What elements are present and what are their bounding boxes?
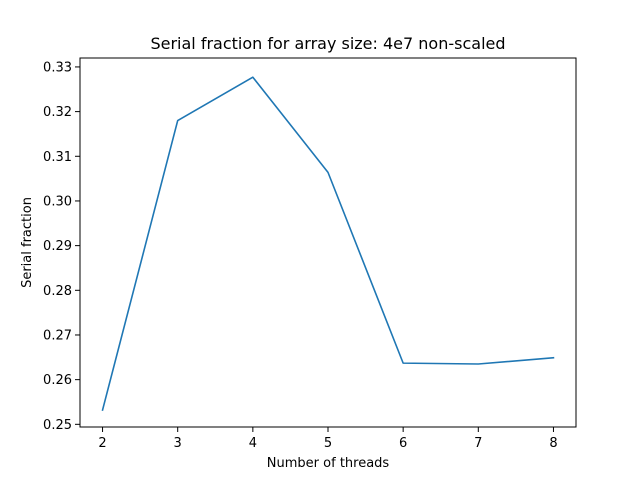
y-tick-label: 0.29 bbox=[43, 239, 72, 254]
plot-area: 2 3 4 5 6 7 8 0.25 0.26 0.27 0.28 0.29 0.30 0.31 0.32… bbox=[43, 57, 577, 451]
axes-frame bbox=[79, 57, 577, 428]
x-axis-label: Number of threads bbox=[267, 456, 390, 471]
x-tick-label: 7 bbox=[474, 436, 482, 451]
y-tick-label: 0.27 bbox=[43, 328, 72, 343]
y-tick-label: 0.33 bbox=[43, 60, 72, 75]
x-tick-label: 6 bbox=[399, 436, 407, 451]
x-tick-label: 5 bbox=[324, 436, 332, 451]
x-tick-label: 4 bbox=[249, 436, 257, 451]
y-tick-label: 0.31 bbox=[43, 150, 72, 165]
y-axis: 0.25 0.26 0.27 0.28 0.29 0.30 0.31 0.32 0.33 bbox=[43, 60, 80, 433]
chart-title: Serial fraction for array size: 4e7 non-… bbox=[150, 34, 505, 53]
y-tick-label: 0.30 bbox=[43, 194, 72, 209]
y-tick-label: 0.25 bbox=[43, 418, 72, 433]
y-tick-label: 0.32 bbox=[43, 105, 72, 120]
y-axis-label: Serial fraction bbox=[20, 197, 35, 288]
x-tick-label: 3 bbox=[174, 436, 182, 451]
y-tick-label: 0.28 bbox=[43, 284, 72, 299]
series-layer bbox=[101, 76, 555, 411]
x-tick-label: 8 bbox=[549, 436, 557, 451]
series-line bbox=[101, 76, 555, 411]
axes-background bbox=[80, 58, 576, 427]
y-tick-label: 0.26 bbox=[43, 373, 72, 388]
x-tick-label: 2 bbox=[98, 436, 106, 451]
x-axis: 2 3 4 5 6 7 8 bbox=[98, 427, 558, 451]
